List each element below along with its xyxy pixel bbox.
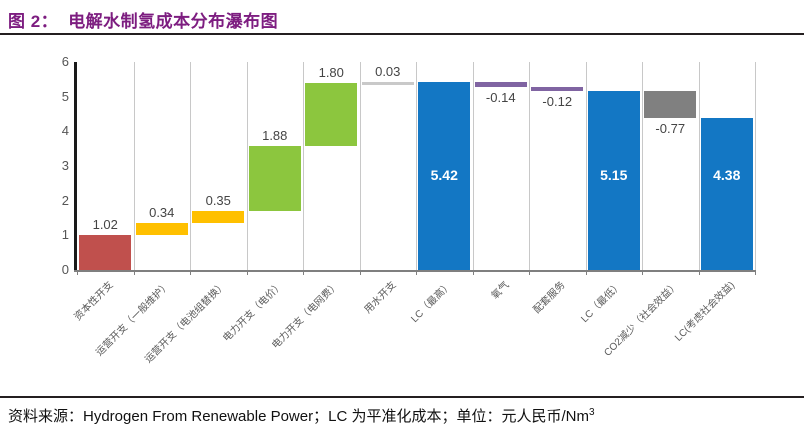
x-axis-tick: [472, 270, 474, 275]
plot-gridline: [416, 62, 417, 270]
title-divider-line: [0, 33, 804, 35]
source-note-text: 资料来源：Hydrogen From Renewable Power；LC 为平…: [8, 408, 589, 425]
x-axis-label-text: 资本性开支: [72, 279, 116, 323]
x-axis-tick: [246, 270, 248, 275]
x-axis-tick: [303, 270, 304, 275]
bar-value-label: 1.88: [262, 127, 288, 143]
y-axis-tick-label: 4: [61, 123, 69, 139]
plot-gridline: [472, 62, 474, 270]
x-axis-line: [74, 270, 756, 272]
plot-gridline: [698, 62, 700, 270]
y-axis-tick-label: 2: [61, 192, 69, 208]
plot-gridline: [585, 62, 587, 270]
plot-gridline: [303, 62, 304, 270]
y-axis-tick-label: 5: [61, 88, 69, 104]
figure-number-label: 图 2：: [8, 12, 59, 31]
plot-gridline: [359, 62, 361, 270]
bar-2: [135, 222, 188, 235]
y-axis-tick-label: 0: [61, 262, 69, 277]
x-axis-label-text: LC（最高）: [409, 279, 455, 325]
plot-gridline: [529, 62, 530, 270]
plot-gridline: [755, 62, 756, 270]
x-axis-tick: [642, 270, 643, 275]
footer-divider-line: [0, 396, 804, 398]
plot-gridline: [133, 62, 135, 270]
x-axis-tick: [585, 270, 587, 275]
y-axis-tick-label: 3: [61, 158, 69, 173]
bar-1: [79, 234, 132, 270]
x-axis-tick: [133, 270, 135, 275]
plot-gridline: [246, 62, 248, 270]
source-note: 资料来源：Hydrogen From Renewable Power；LC 为平…: [8, 405, 595, 426]
x-axis-tick: [77, 270, 78, 275]
bar-value-label: -0.12: [542, 94, 573, 110]
bar-12: [700, 118, 753, 270]
x-axis-tick: [359, 270, 361, 275]
bar-5: [305, 83, 358, 146]
bar-value-label: 0.03: [375, 64, 401, 80]
x-axis-label-text: 氧气: [489, 279, 512, 302]
x-axis-tick: [529, 270, 530, 275]
bar-9: [531, 86, 584, 92]
plot-gridline: [190, 62, 191, 270]
x-axis-label-text: LC（最低）: [579, 279, 625, 325]
bar-value-label: -0.77: [655, 121, 686, 137]
y-axis-tick-label: 6: [61, 54, 69, 69]
y-axis-line: [74, 62, 77, 272]
x-axis-tick: [190, 270, 191, 275]
bar-11: [644, 91, 697, 119]
bar-4: [248, 145, 301, 211]
bar-6: [361, 82, 414, 86]
plot-gridline: [642, 62, 643, 270]
bar-7: [418, 82, 471, 270]
bar-value-label: 1.02: [92, 216, 118, 232]
x-axis-label-text: 用水开支: [362, 279, 399, 316]
bar-value-label: 1.80: [318, 65, 344, 81]
bar-value-label: 0.35: [205, 192, 231, 208]
bar-value-label: 4.38: [713, 167, 741, 183]
bar-value-label: -0.14: [485, 89, 516, 105]
bar-8: [474, 82, 527, 87]
bar-value-label: 5.42: [430, 167, 458, 183]
source-note-superscript: 3: [588, 407, 595, 418]
x-axis-label-text: 配套服务: [531, 279, 568, 316]
y-axis-tick-label: 1: [61, 227, 69, 243]
figure-title-text: 电解水制氢成本分布瀑布图: [68, 12, 279, 31]
figure-title: 图 2： 电解水制氢成本分布瀑布图: [8, 7, 278, 32]
x-axis-tick: [698, 270, 700, 275]
bar-3: [192, 210, 245, 223]
bar-value-label: 0.34: [149, 204, 175, 220]
bar-value-label: 5.15: [600, 167, 628, 183]
x-axis-tick: [416, 270, 417, 275]
x-axis-tick: [755, 270, 756, 275]
bar-10: [587, 91, 640, 270]
